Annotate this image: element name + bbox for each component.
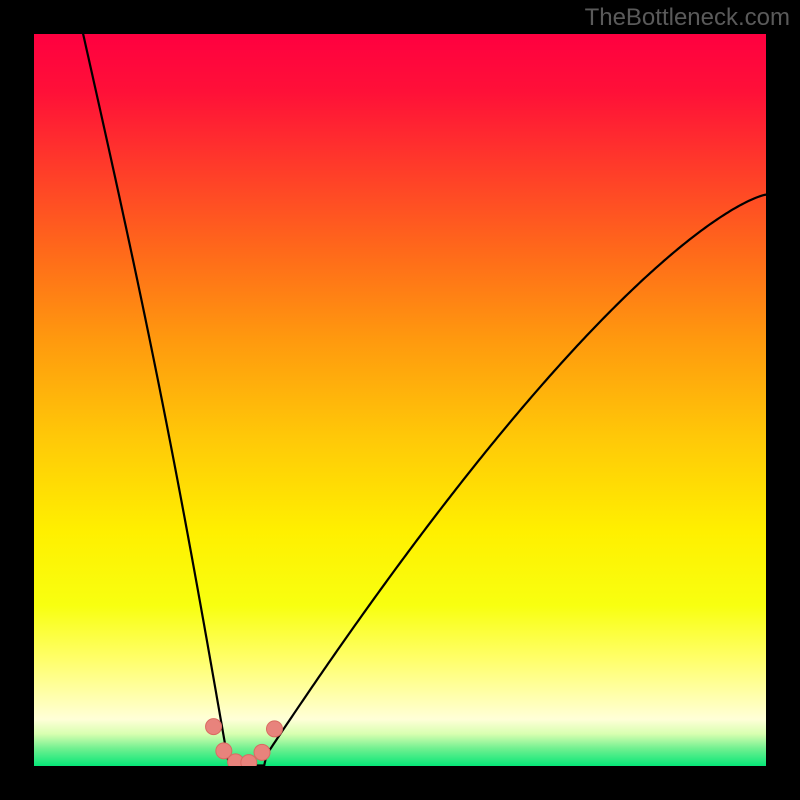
gradient-background	[33, 33, 767, 767]
marker-point	[241, 755, 257, 771]
marker-point	[206, 719, 222, 735]
marker-point	[266, 721, 282, 737]
marker-point	[254, 744, 270, 760]
watermark-text: TheBottleneck.com	[585, 4, 790, 32]
chart-container: TheBottleneck.com	[0, 0, 800, 800]
bottleneck-chart	[0, 0, 800, 800]
